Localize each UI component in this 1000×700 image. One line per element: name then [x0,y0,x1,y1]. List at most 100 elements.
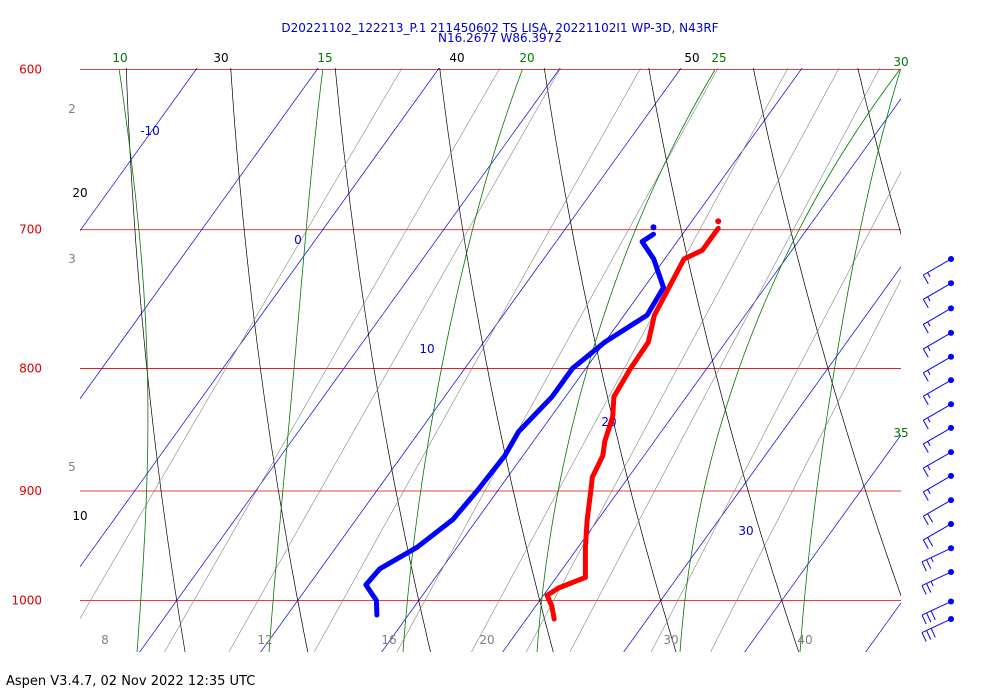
wind-barb-flag [926,630,932,640]
dry-adiabat-label: 30 [213,51,228,65]
software-version-label: Aspen V3.4.7, 02 Nov 2022 12:35 UTC [6,674,256,689]
mixing-ratio-label: 3 [68,252,76,266]
wind-barb-half-flag [927,417,931,423]
wind-barb-flag [922,299,929,309]
moist-adiabat-line [799,69,901,652]
isotherm-label: 0 [294,233,302,247]
pressure-label: 900 [19,484,42,498]
dry-adiabat-line [439,68,554,652]
chart-title: D20221102_122213_P.1 211450602 TS LISA, … [281,21,719,35]
mixing-ratio-line [471,68,789,652]
dry-adiabat-line [334,68,431,652]
wind-barb-half-flag [927,346,931,351]
moist-adiabat-line [536,69,716,652]
wind-barb [922,449,954,478]
wind-barb-flag [921,561,927,572]
isotherm-line [865,602,901,652]
dry-adiabat-line [857,68,901,236]
wind-barb-half-flag [927,489,931,494]
wind-barb [922,401,954,430]
wind-barb-flag [926,583,932,593]
mixing-ratio-label: 16 [381,633,396,647]
wind-barb-flag [926,559,932,569]
wind-barb [922,329,954,358]
mixing-ratio-line [710,279,901,652]
isotherm-line [80,68,440,568]
wind-barb-flag [930,628,936,638]
mixing-ratio-label: 12 [257,633,272,647]
isotherm-line [139,68,561,652]
dry-adiabat-line [22,48,66,672]
wind-barb-flag [922,515,929,526]
wind-barb [921,569,954,595]
wind-barb [922,353,954,382]
pressure-label: 1000 [11,594,42,608]
mixing-ratio-label: 2 [68,102,76,116]
wind-barb-half-flag [927,441,931,446]
wind-barb-half-flag [927,321,931,327]
dry-adiabat-line [957,48,1000,672]
wind-barb-flag [922,324,929,334]
wind-barb [922,256,954,284]
chart-subtitle: N16.2677 W86.3972 [438,31,562,45]
moist-adiabat-line [679,69,900,652]
wind-barb-half-flag [930,557,934,563]
isotherm-line [623,266,901,652]
wind-barb-half-flag [927,272,931,278]
temperature-trace-start-point [715,218,722,225]
wind-barb-flag [930,610,936,621]
diagram-grid [0,0,1000,672]
dry-adiabat-label: 40 [449,51,464,65]
wind-barb-staff [921,547,952,563]
dry-adiabat-label: 10 [72,509,87,523]
mixing-ratio-line [228,68,561,652]
pressure-label: 700 [19,223,42,237]
dry-adiabat-line [125,68,186,652]
dry-adiabat-line [752,68,901,597]
mixing-ratio-line [396,68,719,652]
isotherm-line [744,434,901,652]
dewpoint-trace-start-point [650,224,657,231]
isotherm-line [260,68,682,652]
moist-adiabat-label: 20 [519,51,534,65]
wind-barb [922,377,954,406]
pressure-label: 600 [19,63,42,77]
wind-barb [922,305,954,334]
wind-barb-flag [922,274,929,284]
mixing-ratio-label: 40 [797,633,812,647]
wind-barb [922,497,954,526]
pressure-label: 800 [19,362,42,376]
sounding-traces [363,218,722,622]
wind-barb [921,616,954,642]
wind-barb-flag [922,539,929,549]
wind-barb-half-flag [927,370,931,375]
moist-adiabat-label: 30 [893,55,908,69]
wind-barb [922,520,954,549]
wind-barb-half-flag [927,296,931,302]
isotherm-line [80,68,319,400]
wind-barb-flag [926,612,932,623]
wind-barb [922,424,954,453]
wind-barb-flag [927,537,934,547]
isotherm-line [0,0,127,661]
mixing-ratio-line [525,68,840,652]
mixing-ratio-line [164,68,501,652]
isotherm-line [0,0,6,661]
wind-barb-half-flag [927,465,931,471]
wind-barb-flag [927,513,934,523]
dry-adiabat-label: 50 [684,51,699,65]
isotherm-label: 10 [419,342,434,356]
mixing-ratio-label: 30 [663,633,678,647]
moist-adiabat-label: 10 [112,51,127,65]
moist-adiabat-label: 35 [893,426,908,440]
moist-adiabat-label: 15 [317,51,332,65]
wind-barb-flag [922,491,929,501]
moist-adiabat-line [268,69,324,652]
mixing-ratio-label: 20 [479,633,494,647]
isotherm-label: 30 [738,524,753,538]
wind-barb-flag [921,614,927,625]
wind-barb [921,545,954,572]
wind-barb-flag [922,467,929,478]
diagram-labels: 600 700 800 900 1000 -10 0 10 20 30 30 40 50 20 10 10 15… [11,51,908,647]
dewpoint-trace [363,231,666,618]
